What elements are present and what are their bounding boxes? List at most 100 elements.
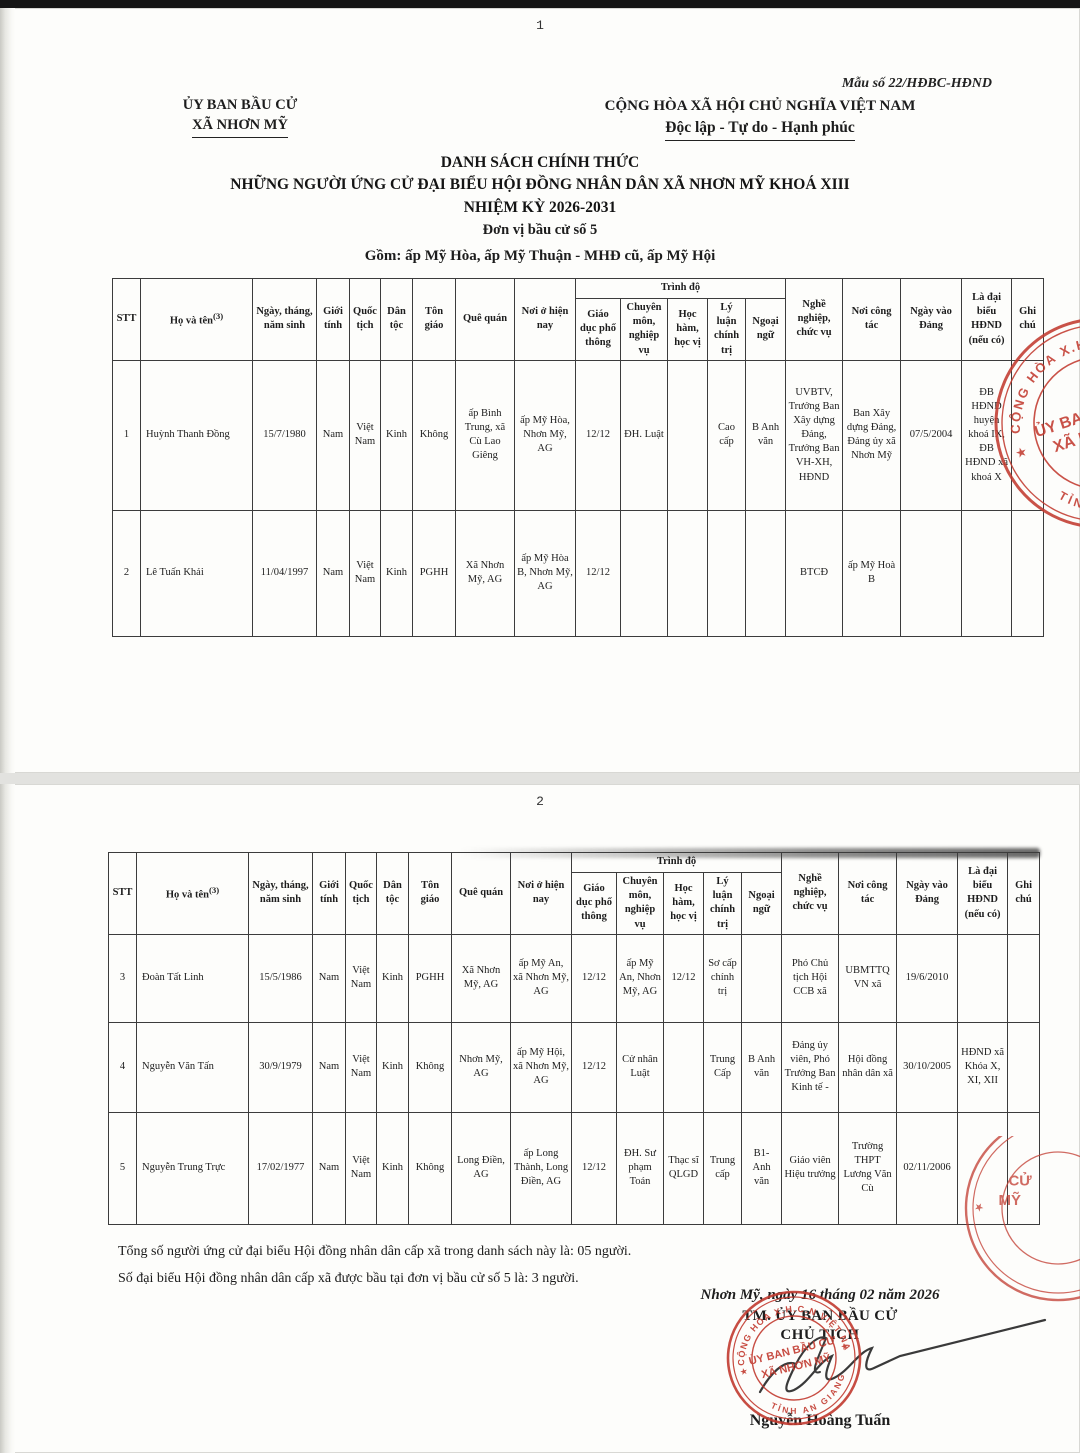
svg-text:XÃ NHƠN MỸ: XÃ NHƠN MỸ: [1050, 405, 1080, 456]
col-header-nationality: Quốc tịch: [349, 278, 381, 361]
col-header-foreign-lang: Ngoại ngữ: [744, 298, 787, 361]
table-cell: HĐND xã Khóa X, XI, XII: [957, 1021, 1009, 1113]
table-cell: 12/12: [663, 933, 704, 1023]
table-cell: ĐB HĐND huyện khoá IX, ĐB HĐND xã khoá X: [961, 359, 1013, 511]
sign-place-date: Nhơn Mỹ, ngày 16 tháng 02 năm 2026: [700, 1287, 940, 1303]
table-cell: ấp Long Thành, Long Điền, AG: [510, 1111, 572, 1225]
torn-paper-edge: [0, 8, 15, 773]
page-number: 2: [536, 794, 544, 809]
table-cell: 3: [108, 933, 137, 1023]
col-header-dob: Ngày, tháng, năm sinh: [248, 852, 313, 935]
table-cell: Nam: [312, 1111, 346, 1225]
col-header-occupation: Nghề nghiệp, chức vụ: [785, 278, 844, 361]
table-cell: [667, 359, 708, 511]
table-cell: PGHH: [412, 509, 456, 637]
table-cell: [957, 933, 1009, 1023]
sign-role: CHỦ TỊCH: [780, 1327, 860, 1343]
signature-block: Nhơn Mỹ, ngày 16 tháng 02 năm 2026 TM. Ủ…: [600, 1287, 1040, 1430]
table-cell: B Anh văn: [744, 359, 787, 511]
torn-paper-edge: [0, 784, 15, 1453]
table-cell: [1007, 1111, 1041, 1225]
table-cell: Trường THPT Lương Văn Cù: [838, 1111, 898, 1225]
table-cell: Nguyễn Văn Tấn: [136, 1021, 249, 1113]
table-cell: Kinh: [376, 933, 409, 1023]
scan-top-edge: [0, 0, 1080, 8]
table-cell: 17/02/1977: [248, 1111, 313, 1225]
table-cell: [957, 1111, 1009, 1225]
col-header-general-edu: Giáo dục phổ thông: [571, 872, 617, 935]
table-cell: Việt Nam: [345, 933, 377, 1023]
table-cell: 30/10/2005: [896, 1021, 959, 1113]
table-cell: UVBTV, Trưởng Ban Xây dựng Đảng, Trưởng …: [785, 359, 844, 511]
col-header-notes: Ghi chú: [1007, 852, 1041, 935]
title-line3: NHIỆM KỲ 2026-2031: [463, 198, 617, 216]
table-row: 4 Nguyễn Văn Tấn 30/9/1979 Nam Việt Nam Kinh K…: [108, 1021, 1041, 1113]
col-header-name: Họ và tên(3): [136, 852, 249, 935]
summary-total-candidates: Tổng số người ứng cử đại biểu Hội đồng n…: [118, 1244, 632, 1259]
table-cell: Kinh: [380, 359, 413, 511]
table-cell: B1- Anh văn: [740, 1111, 783, 1225]
table-cell: 5: [108, 1111, 137, 1225]
table-cell: Nhơn Mỹ, AG: [451, 1021, 511, 1113]
table-cell: ĐH. Sư phạm Toán: [616, 1111, 664, 1225]
col-header-notes: Ghi chú: [1011, 278, 1045, 361]
sign-organization: TM. ỦY BAN BẦU CỬ: [742, 1308, 898, 1324]
col-header-name: Họ và tên(3): [140, 278, 253, 361]
summary-seats: Số đại biểu Hội đồng nhân dân cấp xã đượ…: [118, 1271, 579, 1286]
table-cell: [667, 509, 708, 637]
table-cell: ấp Mỹ Hoà B: [842, 509, 902, 637]
table-cell: 19/6/2010: [896, 933, 959, 1023]
table-cell: Đoàn Tất Linh: [136, 933, 249, 1023]
col-header-party-date: Ngày vào Đảng: [900, 278, 963, 361]
table-cell: Trung cấp: [703, 1111, 742, 1225]
col-header-workplace: Nơi công tác: [838, 852, 898, 935]
table-cell: Việt Nam: [345, 1111, 377, 1225]
col-header-religion: Tôn giáo: [412, 278, 456, 361]
table-cell: 30/9/1979: [248, 1021, 313, 1113]
title-line1: DANH SÁCH CHÍNH THỨC: [440, 154, 640, 171]
table-cell: [740, 933, 783, 1023]
table-cell: ấp Mỹ Hòa B, Nhơn Mỹ, AG: [514, 509, 576, 637]
issuing-committee: ỦY BAN BẦU CỬ XÃ NHƠN MỸ: [110, 96, 370, 139]
col-header-professional: Chuyên môn, nghiệp vụ: [616, 872, 664, 935]
table-cell: Hội đồng nhân dân xã: [838, 1021, 898, 1113]
col-header-professional: Chuyên môn, nghiệp vụ: [620, 298, 668, 361]
table-cell: Nguyễn Trung Trực: [136, 1111, 249, 1225]
col-header-occupation: Nghề nghiệp, chức vụ: [781, 852, 840, 935]
table-cell: UBMTTQ VN xã: [838, 933, 898, 1023]
col-header-academic-title: Học hàm, học vị: [663, 872, 704, 935]
col-header-gender: Giới tính: [312, 852, 346, 935]
issuer-line2: XÃ NHƠN MỸ: [192, 116, 288, 139]
col-header-residence: Nơi ở hiện nay: [514, 278, 576, 361]
table-cell: ấp Mỹ Hòa, Nhơn Mỹ, AG: [514, 359, 576, 511]
table-cell: BTCĐ: [785, 509, 844, 637]
table-cell: Xã Nhơn Mỹ, AG: [455, 509, 515, 637]
table-cell: Việt Nam: [349, 509, 381, 637]
issuer-line1: ỦY BAN BẦU CỬ: [182, 97, 298, 113]
table-cell: Kinh: [376, 1111, 409, 1225]
col-header-religion: Tôn giáo: [408, 852, 452, 935]
table-row: 5 Nguyễn Trung Trực 17/02/1977 Nam Việt Nam K…: [108, 1111, 1041, 1225]
table-cell: 12/12: [571, 933, 617, 1023]
table-cell: Cao cấp: [707, 359, 746, 511]
form-number: Mẫu số 22/HĐBC-HĐND: [841, 76, 992, 91]
page-2: 2 STT Họ và tên(3) Ngày, tháng, năm sinh…: [0, 784, 1080, 1453]
table-cell: Đảng ủy viên, Phó Trưởng Ban Kinh tế -: [781, 1021, 840, 1113]
table-cell: Kinh: [380, 509, 413, 637]
col-group-education: Trình độ: [574, 278, 787, 299]
footnote-marker: (3): [212, 310, 224, 321]
table-cell: 4: [108, 1021, 137, 1113]
col-header-council-member: Là đại biểu HĐND (nếu có): [961, 278, 1013, 361]
table-cell: 12/12: [575, 509, 621, 637]
page-1: 1 Mẫu số 22/HĐBC-HĐND ỦY BAN BẦU CỬ XÃ N…: [0, 8, 1080, 773]
table-cell: [707, 509, 746, 637]
col-header-ethnicity: Dân tộc: [380, 278, 413, 361]
table-cell: Việt Nam: [345, 1021, 377, 1113]
page-number: 1: [536, 18, 544, 33]
table-cell: Nam: [316, 509, 350, 637]
table-cell: Không: [412, 359, 456, 511]
table-cell: Nam: [316, 359, 350, 511]
table-row: 1 Huỳnh Thanh Đồng 15/7/1980 Nam Việt Nam Kin…: [112, 359, 1045, 511]
motto-line1: CỘNG HÒA XÃ HỘI CHỦ NGHĨA VIỆT NAM: [604, 98, 916, 114]
svg-text:TỈNH AN GIANG: TỈNH AN GIANG: [1053, 454, 1080, 530]
